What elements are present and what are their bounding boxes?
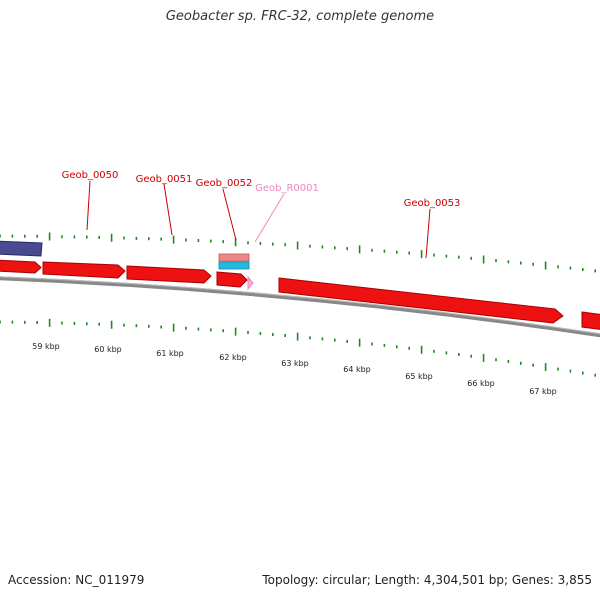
scale-label-59kbp: 59 kbp: [32, 342, 60, 351]
gene-label-0050[interactable]: Geob_0050: [62, 170, 119, 181]
label-leader-r0001: [254, 193, 285, 243]
gene-label-0051[interactable]: Geob_0051: [136, 174, 193, 185]
gene-arrow-0050[interactable]: [42, 261, 126, 279]
label-leader-0053: [425, 208, 431, 259]
label-leader-0052: [222, 188, 237, 241]
map-title: Geobacter sp. FRC-32, complete genome: [165, 9, 435, 24]
scale-label-62kbp: 62 kbp: [219, 353, 247, 362]
gene-arrow-0052[interactable]: [216, 271, 248, 288]
scale-label-65kbp: 65 kbp: [405, 372, 433, 381]
rrna-arrow-r0001[interactable]: [247, 275, 254, 291]
gene-label-0053[interactable]: Geob_0053: [404, 198, 461, 209]
label-leader-0051: [163, 183, 173, 236]
gene-arrow-0054[interactable]: [581, 311, 600, 330]
genome-summary-text: Topology: circular; Length: 4,304,501 bp…: [262, 573, 592, 587]
feature-box-cyan[interactable]: [218, 261, 250, 270]
scale-label-61kbp: 61 kbp: [156, 349, 184, 358]
accession-text: Accession: NC_011979: [8, 573, 145, 587]
scale-label-64kbp: 64 kbp: [343, 365, 371, 374]
scale-label-66kbp: 66 kbp: [467, 379, 495, 388]
upper-tick-row: [0, 232, 597, 273]
scale-label-63kbp: 63 kbp: [281, 359, 309, 368]
gene-label-r0001[interactable]: Geob_R0001: [255, 183, 319, 194]
misc-feature-blue[interactable]: [0, 240, 43, 257]
lower-tick-row: [0, 318, 597, 377]
scale-label-67kbp: 67 kbp: [529, 387, 557, 396]
gene-arrow-0051[interactable]: [126, 265, 212, 284]
gene-arrow-0049[interactable]: [0, 259, 42, 274]
gene-label-0052[interactable]: Geob_0052: [196, 178, 253, 189]
genome-backbone: [0, 276, 600, 338]
genome-backbone-highlight: [0, 276, 600, 335]
scale-label-60kbp: 60 kbp: [94, 345, 122, 354]
label-leader-0050: [86, 180, 91, 231]
feature-box-salmon[interactable]: [218, 253, 250, 262]
gene-arrow-0053[interactable]: [278, 277, 564, 324]
